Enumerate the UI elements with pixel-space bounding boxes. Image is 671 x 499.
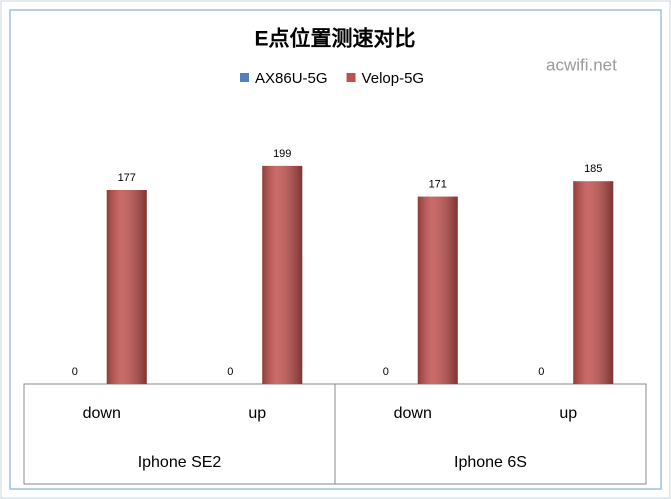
bar-shade <box>573 181 614 384</box>
bar-shade <box>417 196 458 384</box>
legend-swatch <box>346 73 356 82</box>
data-label: 199 <box>273 148 291 160</box>
x-tick-label: up <box>248 405 266 422</box>
legend-label: AX86U-5G <box>255 70 328 87</box>
x-tick-label: down <box>394 405 432 422</box>
group-label: Iphone 6S <box>454 454 527 471</box>
data-label: 0 <box>72 366 78 378</box>
x-tick-label: up <box>559 405 577 422</box>
data-label: 171 <box>429 178 447 190</box>
data-label: 185 <box>584 163 602 175</box>
legend-swatch <box>240 73 249 82</box>
legend-label: Velop-5G <box>362 70 425 87</box>
bar-shade <box>262 165 303 384</box>
group-label: Iphone SE2 <box>138 454 222 471</box>
chart-title: E点位置测速对比 <box>254 27 415 51</box>
data-label: 177 <box>118 172 136 184</box>
category-axis <box>23 383 647 485</box>
data-label: 0 <box>227 366 233 378</box>
watermark: acwifi.net <box>546 55 617 74</box>
x-tick-label: down <box>83 405 121 422</box>
bar-shade <box>106 190 147 384</box>
data-label: 0 <box>538 366 544 378</box>
data-label: 0 <box>383 366 389 378</box>
